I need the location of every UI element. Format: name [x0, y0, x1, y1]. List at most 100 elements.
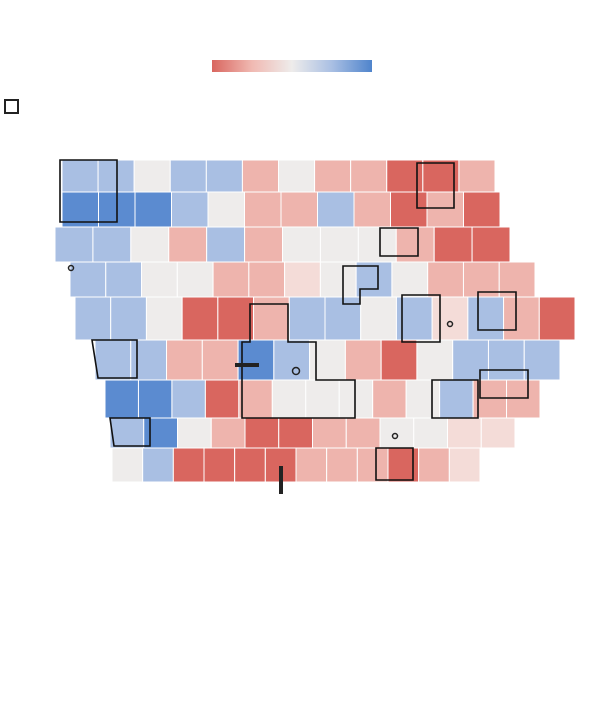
- county: [295, 447, 328, 483]
- marker-bar: [235, 363, 259, 367]
- county: [288, 296, 326, 341]
- county: [431, 296, 469, 341]
- county: [237, 339, 275, 381]
- county: [181, 296, 219, 341]
- county: [169, 159, 207, 193]
- county: [282, 226, 321, 263]
- county: [207, 191, 245, 228]
- outline: [401, 294, 441, 343]
- county: [130, 339, 168, 381]
- county: [204, 379, 240, 419]
- county: [206, 226, 246, 263]
- county: [458, 159, 496, 193]
- county: [168, 226, 208, 263]
- county: [413, 417, 448, 449]
- county: [234, 447, 266, 483]
- county: [201, 339, 239, 381]
- county: [134, 191, 172, 228]
- county: [422, 159, 460, 193]
- county: [241, 159, 280, 193]
- county: [61, 159, 99, 193]
- county: [105, 261, 143, 298]
- county: [538, 296, 576, 341]
- county: [503, 296, 540, 341]
- county: [210, 417, 246, 449]
- county: [145, 296, 183, 341]
- county: [416, 339, 454, 381]
- county: [171, 191, 209, 228]
- county: [177, 417, 212, 449]
- county: [212, 261, 250, 298]
- city: [291, 366, 301, 376]
- outline: [109, 417, 151, 447]
- county: [244, 417, 280, 449]
- outline: [375, 447, 414, 481]
- county: [471, 226, 511, 263]
- county: [353, 191, 391, 228]
- county: [244, 226, 283, 263]
- county: [166, 339, 203, 381]
- marker-bar: [279, 466, 283, 494]
- county: [480, 417, 516, 449]
- county: [278, 417, 313, 449]
- outline: [59, 159, 118, 223]
- county: [104, 379, 139, 419]
- county: [97, 159, 135, 193]
- county: [326, 447, 358, 483]
- outline: [379, 227, 419, 257]
- county: [387, 447, 420, 483]
- county: [94, 339, 132, 381]
- county: [344, 339, 382, 381]
- county: [390, 191, 428, 228]
- county: [487, 339, 525, 381]
- checkbox[interactable]: [4, 99, 19, 114]
- county: [463, 191, 501, 228]
- county: [142, 447, 174, 483]
- county: [172, 447, 205, 483]
- county: [130, 226, 170, 263]
- county: [244, 191, 282, 228]
- county: [355, 261, 393, 298]
- county: [111, 447, 144, 483]
- county: [92, 226, 132, 263]
- county: [405, 379, 441, 419]
- county: [467, 296, 505, 341]
- county: [203, 447, 236, 483]
- county-map: [54, 159, 576, 494]
- outline: [91, 339, 138, 379]
- county: [238, 379, 273, 419]
- county: [338, 379, 374, 419]
- county: [448, 447, 481, 483]
- county: [278, 159, 316, 193]
- city: [67, 264, 75, 272]
- county: [205, 159, 243, 193]
- county: [248, 261, 286, 298]
- district-outlines: [59, 159, 529, 481]
- county: [271, 379, 307, 419]
- city: [446, 320, 454, 328]
- county: [418, 447, 450, 483]
- county: [319, 261, 357, 298]
- outline: [431, 379, 479, 419]
- county: [312, 417, 347, 449]
- county: [379, 417, 415, 449]
- markers: [67, 264, 454, 494]
- county: [380, 339, 418, 381]
- outline: [241, 303, 356, 419]
- county: [109, 417, 145, 449]
- county: [74, 296, 112, 341]
- county: [137, 379, 173, 419]
- county: [350, 159, 388, 193]
- county: [314, 159, 352, 193]
- county: [143, 417, 178, 449]
- county: [273, 339, 311, 381]
- county: [452, 339, 489, 381]
- county: [54, 226, 94, 263]
- county: [280, 191, 318, 228]
- county: [372, 379, 407, 419]
- county: [309, 339, 346, 381]
- county: [523, 339, 561, 381]
- county: [447, 417, 482, 449]
